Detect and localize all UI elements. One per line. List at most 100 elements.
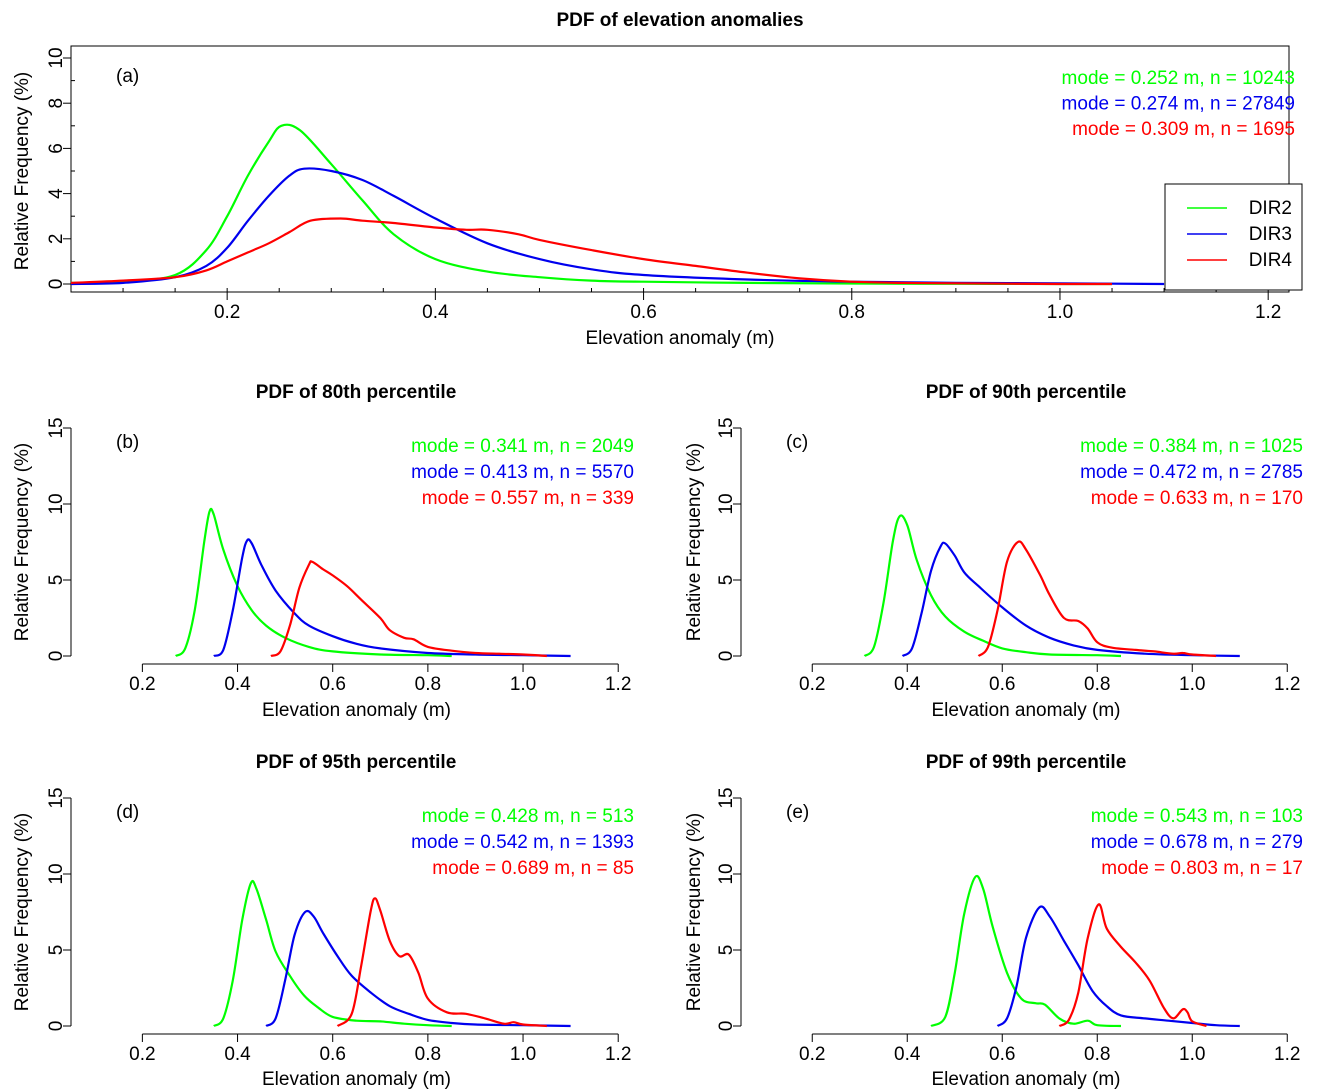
legend: DIR2 DIR3 DIR4 xyxy=(1164,183,1303,291)
x-axis-label: Elevation anomaly (m) xyxy=(931,700,1120,721)
y-tick-label: 0 xyxy=(716,651,737,662)
chart-title: PDF of elevation anomalies xyxy=(556,10,803,31)
x-tick-label: 0.6 xyxy=(630,302,656,323)
x-axis-label: Elevation anomaly (m) xyxy=(262,700,451,721)
x-tick-label: 0.2 xyxy=(129,1044,155,1065)
legend-box xyxy=(1164,183,1303,291)
series-line-dir2 xyxy=(863,514,1122,658)
x-tick-label: 0.6 xyxy=(989,674,1015,695)
y-tick-label: 15 xyxy=(46,787,67,808)
mode-annotation: mode = 0.803 m, n = 17 xyxy=(1101,858,1303,879)
x-tick-label: 0.4 xyxy=(224,674,251,695)
x-tick-label: 0.8 xyxy=(415,1044,441,1065)
mode-annotation: mode = 0.633 m, n = 170 xyxy=(1091,488,1303,509)
series-line-dir2 xyxy=(70,123,1112,286)
series-line-dir2 xyxy=(175,507,452,658)
series-line-dir4 xyxy=(977,540,1217,658)
panel-d: PDF of 95th percentile 0.2 0.4 0.6 0.8 1.0 1.2… xyxy=(12,752,634,1090)
y-axis-label: Relative Frequency (%) xyxy=(684,813,705,1012)
chart-title: PDF of 95th percentile xyxy=(256,752,457,773)
legend-label: DIR4 xyxy=(1249,250,1293,271)
series-line-dir3 xyxy=(901,541,1240,658)
y-tick-label: 10 xyxy=(46,493,67,514)
x-tick-label: 1.2 xyxy=(605,674,631,695)
mode-annotation: mode = 0.341 m, n = 2049 xyxy=(411,436,634,457)
chart-title: PDF of 99th percentile xyxy=(926,752,1127,773)
panel-b: PDF of 80th percentile 0.2 0.4 0.6 0.8 1.0 1.2… xyxy=(12,382,634,721)
x-tick-label: 1.0 xyxy=(1047,302,1073,323)
x-tick-label: 0.6 xyxy=(319,674,345,695)
series-line-dir3 xyxy=(213,538,571,658)
panel-e: PDF of 99th percentile 0.2 0.4 0.6 0.8 1.0 1.2… xyxy=(684,752,1303,1090)
panel-label: (e) xyxy=(786,802,809,823)
y-tick-label: 15 xyxy=(716,417,737,438)
x-tick-label: 0.2 xyxy=(799,1044,825,1065)
x-tick-label: 0.2 xyxy=(799,674,825,695)
chart-title: PDF of 80th percentile xyxy=(256,382,457,403)
y-tick-label: 10 xyxy=(716,863,737,884)
x-tick-label: 1.2 xyxy=(1274,1044,1300,1065)
plot-frame xyxy=(70,45,1290,293)
x-tick-label: 1.0 xyxy=(510,674,536,695)
mode-annotation: mode = 0.384 m, n = 1025 xyxy=(1080,436,1303,457)
y-tick-label: 10 xyxy=(46,863,67,884)
mode-annotation: mode = 0.309 m, n = 1695 xyxy=(1072,119,1295,140)
mode-annotation: mode = 0.543 m, n = 103 xyxy=(1091,806,1303,827)
y-axis-label: Relative Frequency (%) xyxy=(12,72,33,271)
x-tick-label: 0.4 xyxy=(894,674,921,695)
x-tick-label: 0.4 xyxy=(224,1044,251,1065)
y-tick-label: 5 xyxy=(46,945,67,956)
panel-label: (a) xyxy=(116,66,139,87)
chart-title: PDF of 90th percentile xyxy=(926,382,1127,403)
y-tick-label: 0 xyxy=(46,1021,67,1032)
series-line-dir4 xyxy=(70,217,1113,286)
mode-annotation: mode = 0.413 m, n = 5570 xyxy=(411,462,634,483)
y-tick-label: 5 xyxy=(716,945,737,956)
x-tick-label: 1.2 xyxy=(605,1044,631,1065)
series-line-dir4 xyxy=(1058,903,1207,1028)
x-axis-label: Elevation anomaly (m) xyxy=(931,1069,1120,1090)
panel-label: (d) xyxy=(116,802,139,823)
x-tick-label: 0.8 xyxy=(1084,674,1110,695)
x-tick-label: 1.0 xyxy=(1179,674,1205,695)
y-tick-label: 0 xyxy=(46,651,67,662)
series-line-dir4 xyxy=(270,560,547,658)
series-line-dir4 xyxy=(336,897,547,1028)
x-tick-label: 0.8 xyxy=(839,302,865,323)
x-tick-label: 0.8 xyxy=(415,674,441,695)
series-line-dir3 xyxy=(996,905,1240,1028)
series-line-dir3 xyxy=(70,167,1165,286)
panel-c: PDF of 90th percentile 0.2 0.4 0.6 0.8 1.0 1.2… xyxy=(684,382,1303,721)
mode-annotation: mode = 0.252 m, n = 10243 xyxy=(1062,68,1295,89)
panel-label: (c) xyxy=(786,432,808,453)
x-axis-label: Elevation anomaly (m) xyxy=(262,1069,451,1090)
x-tick-label: 0.8 xyxy=(1084,1044,1110,1065)
y-tick-label: 0 xyxy=(716,1021,737,1032)
x-tick-label: 0.6 xyxy=(319,1044,345,1065)
y-tick-label: 15 xyxy=(46,417,67,438)
y-axis-label: Relative Frequency (%) xyxy=(12,813,33,1012)
x-tick-label: 0.2 xyxy=(214,302,240,323)
mode-annotation: mode = 0.428 m, n = 513 xyxy=(422,806,634,827)
mode-annotation: mode = 0.678 m, n = 279 xyxy=(1091,832,1303,853)
x-tick-label: 0.2 xyxy=(129,674,155,695)
y-tick-label: 5 xyxy=(716,575,737,586)
y-tick-label: 5 xyxy=(46,575,67,586)
series-line-dir2 xyxy=(213,879,452,1028)
panel-label: (b) xyxy=(116,432,139,453)
x-tick-label: 1.2 xyxy=(1274,674,1300,695)
series-line-dir2 xyxy=(930,874,1122,1028)
x-tick-label: 0.6 xyxy=(989,1044,1015,1065)
y-tick-label: 6 xyxy=(46,143,67,154)
y-axis-label: Relative Frequency (%) xyxy=(684,443,705,642)
y-tick-label: 4 xyxy=(46,188,67,199)
mode-annotation: mode = 0.274 m, n = 27849 xyxy=(1062,94,1295,115)
y-tick-label: 8 xyxy=(46,98,67,109)
y-tick-label: 10 xyxy=(46,47,67,68)
x-tick-label: 0.4 xyxy=(894,1044,921,1065)
legend-label: DIR3 xyxy=(1249,224,1292,245)
mode-annotation: mode = 0.689 m, n = 85 xyxy=(432,858,634,879)
y-tick-label: 10 xyxy=(716,493,737,514)
mode-annotation: mode = 0.472 m, n = 2785 xyxy=(1080,462,1303,483)
x-tick-label: 1.0 xyxy=(1179,1044,1205,1065)
